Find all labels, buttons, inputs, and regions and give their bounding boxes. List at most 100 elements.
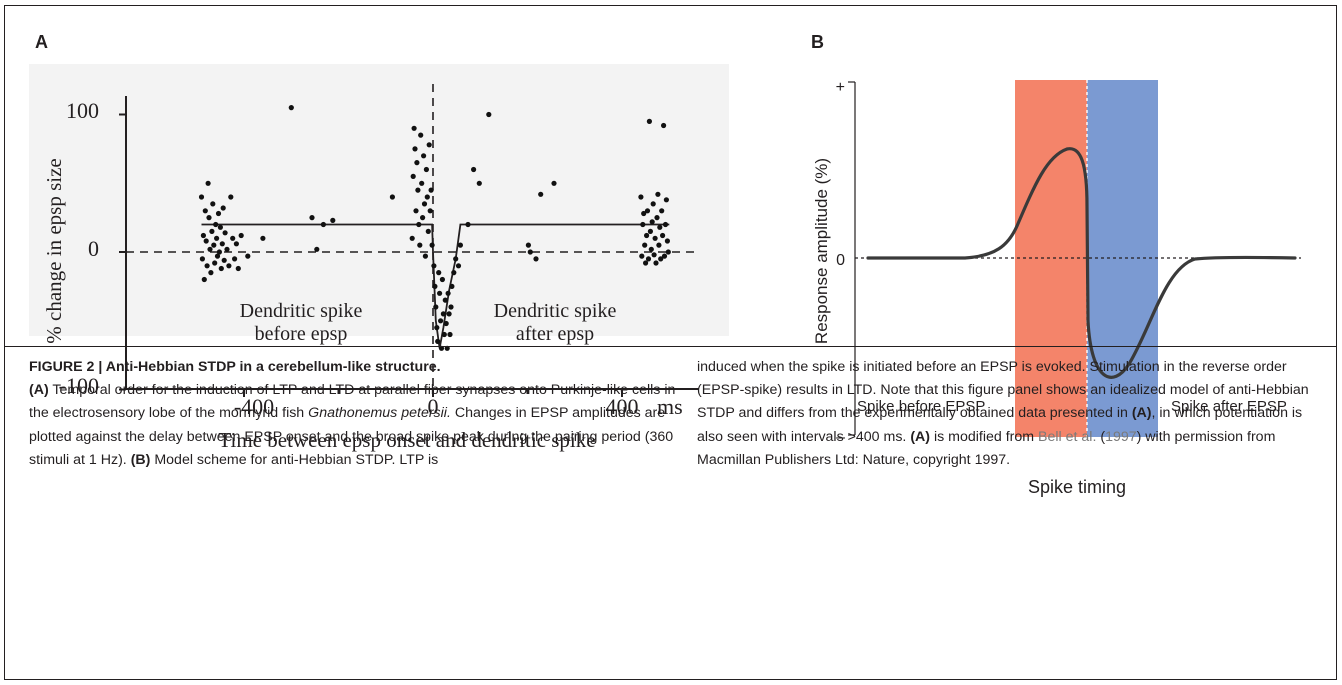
panel-a-reference-lines xyxy=(126,84,699,389)
panel-a-data-point xyxy=(551,180,557,186)
panel-a-data-point xyxy=(226,263,232,269)
panel-a-data-point xyxy=(214,235,220,241)
panel-a-data-point xyxy=(646,118,653,124)
panel-a-data-point xyxy=(437,290,443,296)
panel-a-background xyxy=(29,64,729,336)
panel-b-ylabel: Response amplitude (%) xyxy=(812,158,831,344)
panel-a-data-point xyxy=(417,242,423,248)
panel-a-data-point xyxy=(199,256,205,262)
panel-a-data-point xyxy=(652,235,658,241)
panel-a-data-point xyxy=(441,331,447,338)
panel-a-data-point xyxy=(644,232,650,239)
panel-a-data-point xyxy=(224,246,230,252)
panel-a-data-point xyxy=(330,217,336,223)
panel-a-data-point xyxy=(453,256,459,262)
panel-b-tick-plus-label: + xyxy=(836,79,845,96)
panel-a-fit-line xyxy=(201,223,670,349)
panel-a-annotation-before-line1: Dendritic spike xyxy=(240,300,363,322)
panel-a-data-point xyxy=(410,173,416,179)
citation-link[interactable]: Bell et al. xyxy=(1038,428,1097,445)
panel-a-data-point xyxy=(449,283,455,289)
caption-separator xyxy=(5,346,1336,347)
panel-a-data-point xyxy=(486,111,492,118)
panel-a-data-point xyxy=(442,297,448,303)
panel-a-xticks: -400 0 400 ms xyxy=(234,394,683,419)
panel-a-data-point xyxy=(643,260,649,266)
panel-a-data-point xyxy=(432,283,438,289)
panel-a-data-point xyxy=(211,242,217,248)
panel-b-left-label: Spike before EPSP xyxy=(857,398,985,415)
caption-title: FIGURE 2 | Anti-Hebbian STDP in a cerebe… xyxy=(29,359,441,375)
panel-a-data-point xyxy=(200,232,206,239)
panel-a-data-point xyxy=(418,132,424,138)
panel-a-data-point xyxy=(659,208,665,214)
panel-a-yticks: 100 0 -100 xyxy=(59,98,99,398)
panel-a-data-point xyxy=(455,263,462,269)
panel-a-data-point xyxy=(650,201,656,207)
caption-ref-a: (A) xyxy=(910,428,931,445)
panel-a-data-point xyxy=(651,252,657,258)
panel-b-right-label: Spike after EPSP xyxy=(1171,398,1287,415)
panel-a-data-point xyxy=(658,256,664,262)
caption-column-right: induced when the spike is initiated befo… xyxy=(697,356,1327,472)
panel-a-data-point xyxy=(288,105,294,111)
panel-a-data-point xyxy=(228,194,234,200)
panel-a-data-point xyxy=(424,194,430,200)
panel-a-data-point xyxy=(232,256,238,262)
panel-a-data-point xyxy=(538,191,544,197)
panel-a-xlabel: Time between epsp onset and dendritic sp… xyxy=(218,428,595,452)
panel-a-data-point xyxy=(221,257,227,263)
panel-a-xtick-minus400: -400 xyxy=(234,394,274,419)
panel-a-data-point xyxy=(653,260,659,266)
panel-a-data-point xyxy=(207,246,213,252)
panel-a-data-point xyxy=(448,304,454,310)
panel-a-data-point xyxy=(663,197,670,203)
caption-species: Gnathonemus petersii. xyxy=(308,405,451,422)
panel-a-ytick-minus100: -100 xyxy=(59,373,99,398)
panel-a-letter: A xyxy=(35,32,48,52)
panel-a-data-point xyxy=(205,180,211,186)
panel-a-data-point xyxy=(457,242,463,248)
panel-a-data-point xyxy=(206,215,212,221)
panel-a-data-point xyxy=(309,215,315,221)
caption-text: induced when the spike is initiated befo… xyxy=(697,359,1309,422)
panel-a-data-point xyxy=(436,270,442,276)
panel-a-data-point xyxy=(645,256,652,262)
panel-a-data-point xyxy=(238,232,244,239)
panel-a-data-point xyxy=(414,160,420,166)
panel-a-data-point xyxy=(216,249,222,255)
panel-a-ylabel: % change in epsp size xyxy=(42,158,66,343)
panel-a-data-point xyxy=(665,249,671,255)
panel-a-data-point xyxy=(431,263,437,269)
panel-a-data-point xyxy=(423,166,429,173)
panel-a-data-point xyxy=(438,318,444,324)
panel-a-data-point xyxy=(201,276,207,283)
panel-a-data-point xyxy=(320,221,326,228)
panel-a-data-point xyxy=(420,215,426,221)
panel-a-x-unit: ms xyxy=(657,394,683,419)
panel-a-data-point xyxy=(213,221,219,228)
panel-a-data-point xyxy=(664,238,671,244)
panel-a-data-point xyxy=(433,304,439,310)
panel-a-data-point xyxy=(218,265,224,272)
panel-a-data-point xyxy=(429,242,435,248)
caption-text: Model scheme for anti-Hebbian STDP. LTP … xyxy=(150,451,439,468)
panel-a-data-point xyxy=(465,221,471,228)
panel-a-axes xyxy=(119,96,699,397)
panel-a-data-point xyxy=(648,246,654,252)
citation-year-link[interactable]: 1997 xyxy=(1105,428,1137,445)
panel-a-data-point xyxy=(434,325,440,331)
caption-text: with permission from Macmillan Publisher… xyxy=(697,428,1276,468)
ltd-band xyxy=(1087,80,1158,437)
panel-a-fit-path xyxy=(201,223,670,349)
panel-a-data-point xyxy=(476,180,482,186)
panel-b-letter: B xyxy=(811,32,824,52)
panel-a-data-point xyxy=(644,208,651,214)
panel-a-data-point xyxy=(202,208,208,214)
panel-b-xlabel: Spike timing xyxy=(1028,477,1126,497)
panel-a-data-point xyxy=(654,215,660,221)
panel-b-tick-minus-label: – xyxy=(836,429,845,446)
panel-a-data-point xyxy=(219,241,225,247)
caption-text: Temporal order for the induction of LTP … xyxy=(29,382,676,422)
panel-a-annotation-after-line1: Dendritic spike xyxy=(494,300,617,322)
